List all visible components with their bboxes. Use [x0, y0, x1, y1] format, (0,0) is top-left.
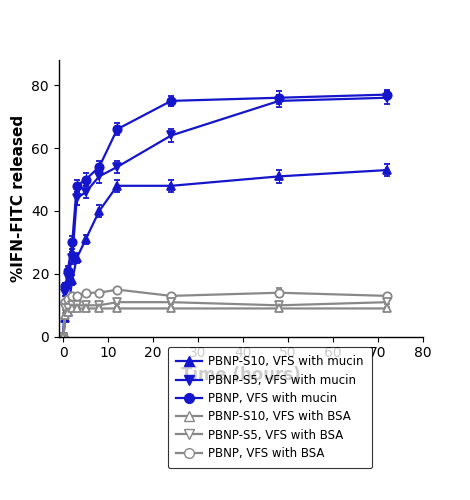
Y-axis label: %IFN-FITC released: %IFN-FITC released	[11, 115, 26, 282]
X-axis label: Time (hours): Time (hours)	[181, 366, 301, 384]
Legend: PBNP-S10, VFS with mucin, PBNP-S5, VFS with mucin, PBNP, VFS with mucin, PBNP-S1: PBNP-S10, VFS with mucin, PBNP-S5, VFS w…	[168, 347, 372, 468]
